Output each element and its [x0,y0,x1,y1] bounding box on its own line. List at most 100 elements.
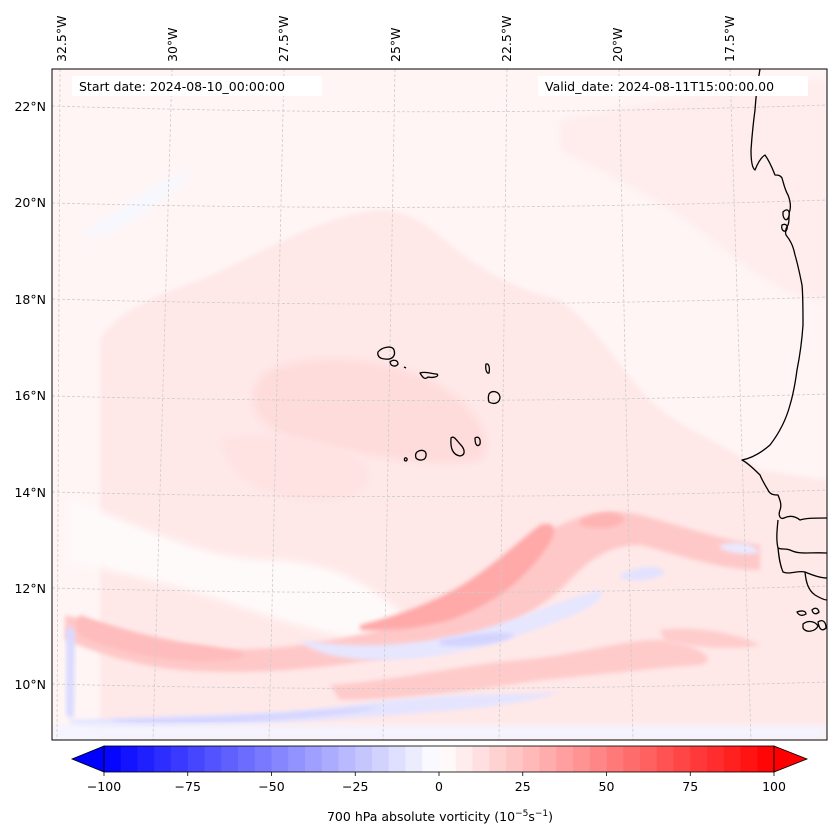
colorbar-tick-label: 0 [435,779,443,794]
field-negative-streak-mid-core [440,632,515,647]
island-santo-antao [377,346,396,360]
colorbar: −100 −75 −50 −25 0 25 50 75 100 700 hPa absolute… [70,745,809,824]
colorbar-extend-max-arrow [773,745,809,773]
colorbar-ticks: −100 −75 −50 −25 0 25 50 75 100 [87,772,786,794]
colorbar-tick-label: 75 [682,779,698,794]
field-positive-patch-center [253,359,487,464]
colorbar-segment [221,746,239,772]
colorbar-segment [171,746,189,772]
coastline-bijagos-4 [817,620,827,631]
lat-label-20n: 20°N [14,195,46,210]
coastline-bijagos-2 [811,607,820,615]
colorbar-segment [539,746,557,772]
colorbar-extend-min-arrow [70,745,105,773]
field-neutral-streak [70,500,420,642]
colorbar-segment [388,746,406,772]
lat-label-16n: 16°N [14,388,46,403]
lat-tick-labels: 22°N 20°N 18°N 16°N 14°N 12°N 10°N [14,99,46,692]
colorbar-segment [723,746,741,772]
field-weak-negative-northwest [80,170,191,237]
coastline-gambia-river [776,519,827,554]
colorbar-segment [187,746,205,772]
field-negative-patch-far-east [720,542,760,554]
start-date-text: Start date: 2024-08-10_00:00:00 [79,79,285,94]
colorbar-segment [338,746,356,772]
colorbar-segment [472,746,490,772]
colorbar-segment [137,746,155,772]
colorbar-segment [522,746,540,772]
colorbar-segment [707,746,725,772]
valid-date-text: Valid_date: 2024-08-11T15:00:00.00 [545,79,774,94]
coastline-bijagos-3 [802,620,819,632]
coastline-senegal-island-2 [781,223,788,232]
field-positive-band-core-east [580,512,625,529]
island-sal [485,363,491,374]
cape-verde-islands [377,346,501,462]
colorbar-tick-label: 25 [515,779,531,794]
lon-label-27.5w: 27.5°W [276,16,291,62]
gridline-lat-22 [52,104,827,113]
colorbar-label-main: 700 hPa absolute vorticity (10 [327,809,515,824]
field-negative-streak-mid [300,590,603,660]
colorbar-segments [104,746,775,772]
lat-label-18n: 18°N [14,292,46,307]
colorbar-segment [254,746,272,772]
field-negative-band-south-core [110,707,380,725]
coastline-west-africa [741,69,827,521]
lon-label-22.5w: 22.5°W [499,16,514,62]
colorbar-segment [355,746,373,772]
island-sao-vicente [389,359,399,367]
vorticity-field: Start date: 2024-08-10_00:00:00 Valid_da… [52,69,827,740]
field-positive-patch-east [660,628,760,648]
coastlines [741,69,827,632]
colorbar-tick-label: −100 [87,779,121,794]
gridline-lon-25 [382,69,396,740]
colorbar-tick-label: −25 [342,779,368,794]
field-positive-patch-west [220,436,368,500]
gridline-lat-18 [52,296,827,305]
colorbar-segment [271,746,289,772]
coastline-south [804,571,827,601]
field-weak-positive-north [560,80,827,300]
valid-date-annotation: Valid_date: 2024-08-11T15:00:00.00 [538,76,808,96]
lon-label-20w: 20°W [610,27,625,62]
coastline-bijagos-1 [796,610,807,616]
colorbar-label: 700 hPa absolute vorticity (10−5s−1) [327,809,553,824]
colorbar-segment [489,746,507,772]
colorbar-tick-label: −50 [258,779,284,794]
gridline-lon-22.5 [498,69,508,740]
island-maio [474,436,481,447]
field-positive-band-core [360,523,555,631]
colorbar-tick-label: −75 [175,779,201,794]
valid-date-box [538,76,808,96]
colorbar-segment [573,746,591,772]
gridline-lon-20 [618,69,634,740]
field-positive-band-west [75,615,245,662]
graticule [52,69,827,740]
colorbar-segment [104,746,122,772]
colorbar-label-exponent: −5 [515,809,528,819]
island-boa-vista [487,390,501,404]
colorbar-segment [439,746,457,772]
lon-label-25w: 25°W [388,27,403,62]
lat-label-22n: 22°N [14,99,46,114]
gridline-lat-12 [52,585,827,593]
gridline-lon-17.5 [729,69,752,740]
lat-label-14n: 14°N [14,485,46,500]
colorbar-segment [656,746,674,772]
colorbar-segment [589,746,607,772]
coastline-senegal-island [782,209,790,221]
colorbar-segment [204,746,222,772]
colorbar-label-close: ) [548,809,553,824]
colorbar-segment [640,746,658,772]
start-date-box [72,76,322,96]
colorbar-segment [405,746,423,772]
field-negative-patch-east [620,567,665,581]
gridline-lat-20 [52,199,827,208]
colorbar-segment [556,746,574,772]
lon-tick-labels: 32.5°W 30°W 27.5°W 25°W 22.5°W 20°W 17.5… [54,16,737,62]
colorbar-segment [238,746,256,772]
gridline-lat-10 [52,681,827,689]
field-positive-band-outer [65,511,760,672]
